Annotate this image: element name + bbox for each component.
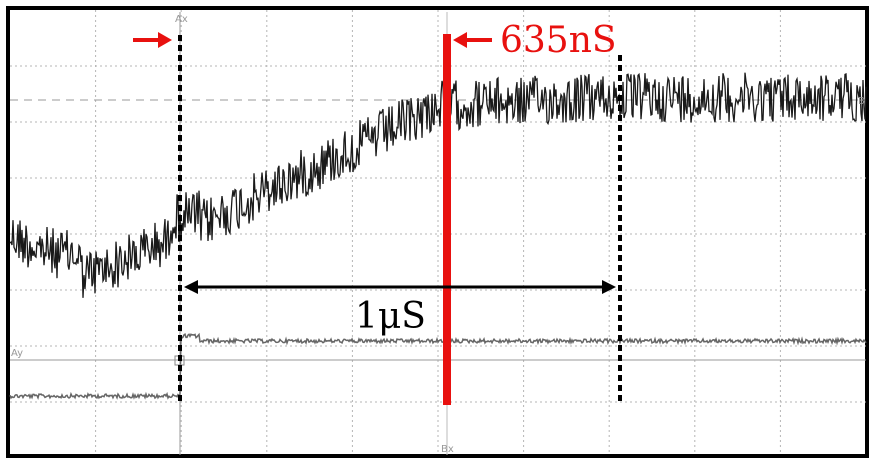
scope-screen: Ax Bx Ay B 635nS 1μS <box>0 0 875 459</box>
delay-label: 635nS <box>500 20 617 61</box>
cursor-label: Ax <box>175 14 188 25</box>
span-label: 1μS <box>355 296 426 337</box>
cursor-label: B <box>858 96 865 107</box>
cursor-label: Ay <box>11 348 23 359</box>
cursor-label: Bx <box>441 444 454 455</box>
